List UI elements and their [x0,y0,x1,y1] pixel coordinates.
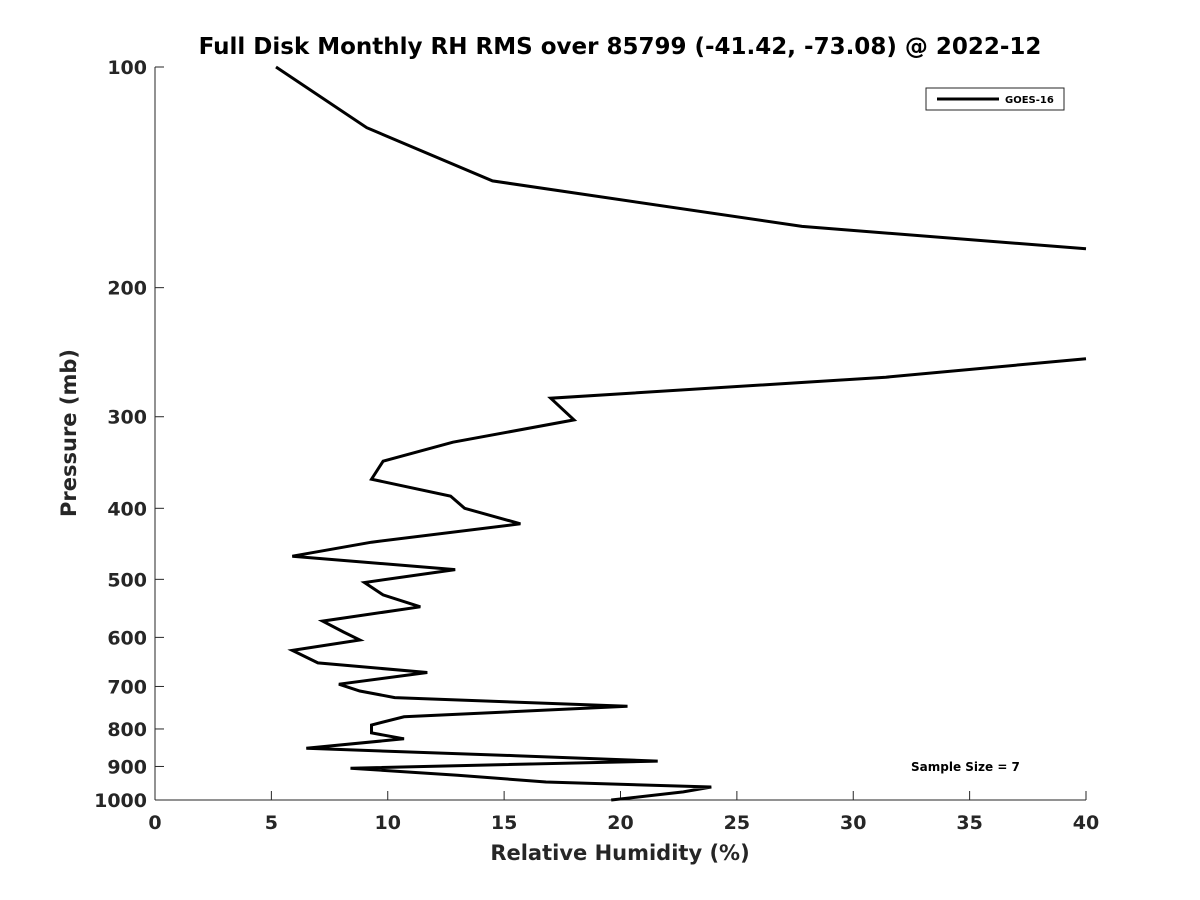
y-tick-label: 700 [107,676,147,698]
x-tick-label: 0 [148,812,161,834]
y-tick-label: 300 [107,407,147,429]
y-tick-label: 200 [107,278,147,300]
x-tick-label: 10 [375,812,401,834]
y-tick-label: 100 [107,57,147,79]
x-tick-label: 20 [607,812,633,834]
x-tick-label: 15 [491,812,517,834]
y-ticks: 100 200 300 400 500 600 700 800 900 1000 [94,57,164,812]
y-tick-label: 800 [107,719,147,741]
y-tick-label: 900 [107,756,147,778]
x-axis-label: Relative Humidity (%) [490,841,749,865]
sample-size-annotation: Sample Size = 7 [911,760,1020,774]
legend: GOES-16 [925,87,1065,111]
x-tick-label: 30 [840,812,866,834]
y-axis-label: Pressure (mb) [57,349,81,517]
series-layer [275,65,1087,802]
chart-title: Full Disk Monthly RH RMS over 85799 (-41… [199,34,1042,60]
x-ticks: 0 5 10 15 20 25 30 35 40 [148,791,1099,834]
y-tick-label: 400 [107,498,147,520]
y-tick-label: 500 [107,569,147,591]
series-line-goes-16-segment-1 [275,65,1087,251]
x-tick-label: 40 [1073,812,1099,834]
y-tick-label: 1000 [94,790,147,812]
x-tick-label: 25 [724,812,750,834]
legend-label-goes-16: GOES-16 [1005,95,1054,106]
series-line-goes-16-segment-2 [287,357,1087,802]
axes [154,67,1086,801]
x-tick-label: 5 [265,812,278,834]
y-tick-label: 600 [107,627,147,649]
x-tick-label: 35 [956,812,982,834]
